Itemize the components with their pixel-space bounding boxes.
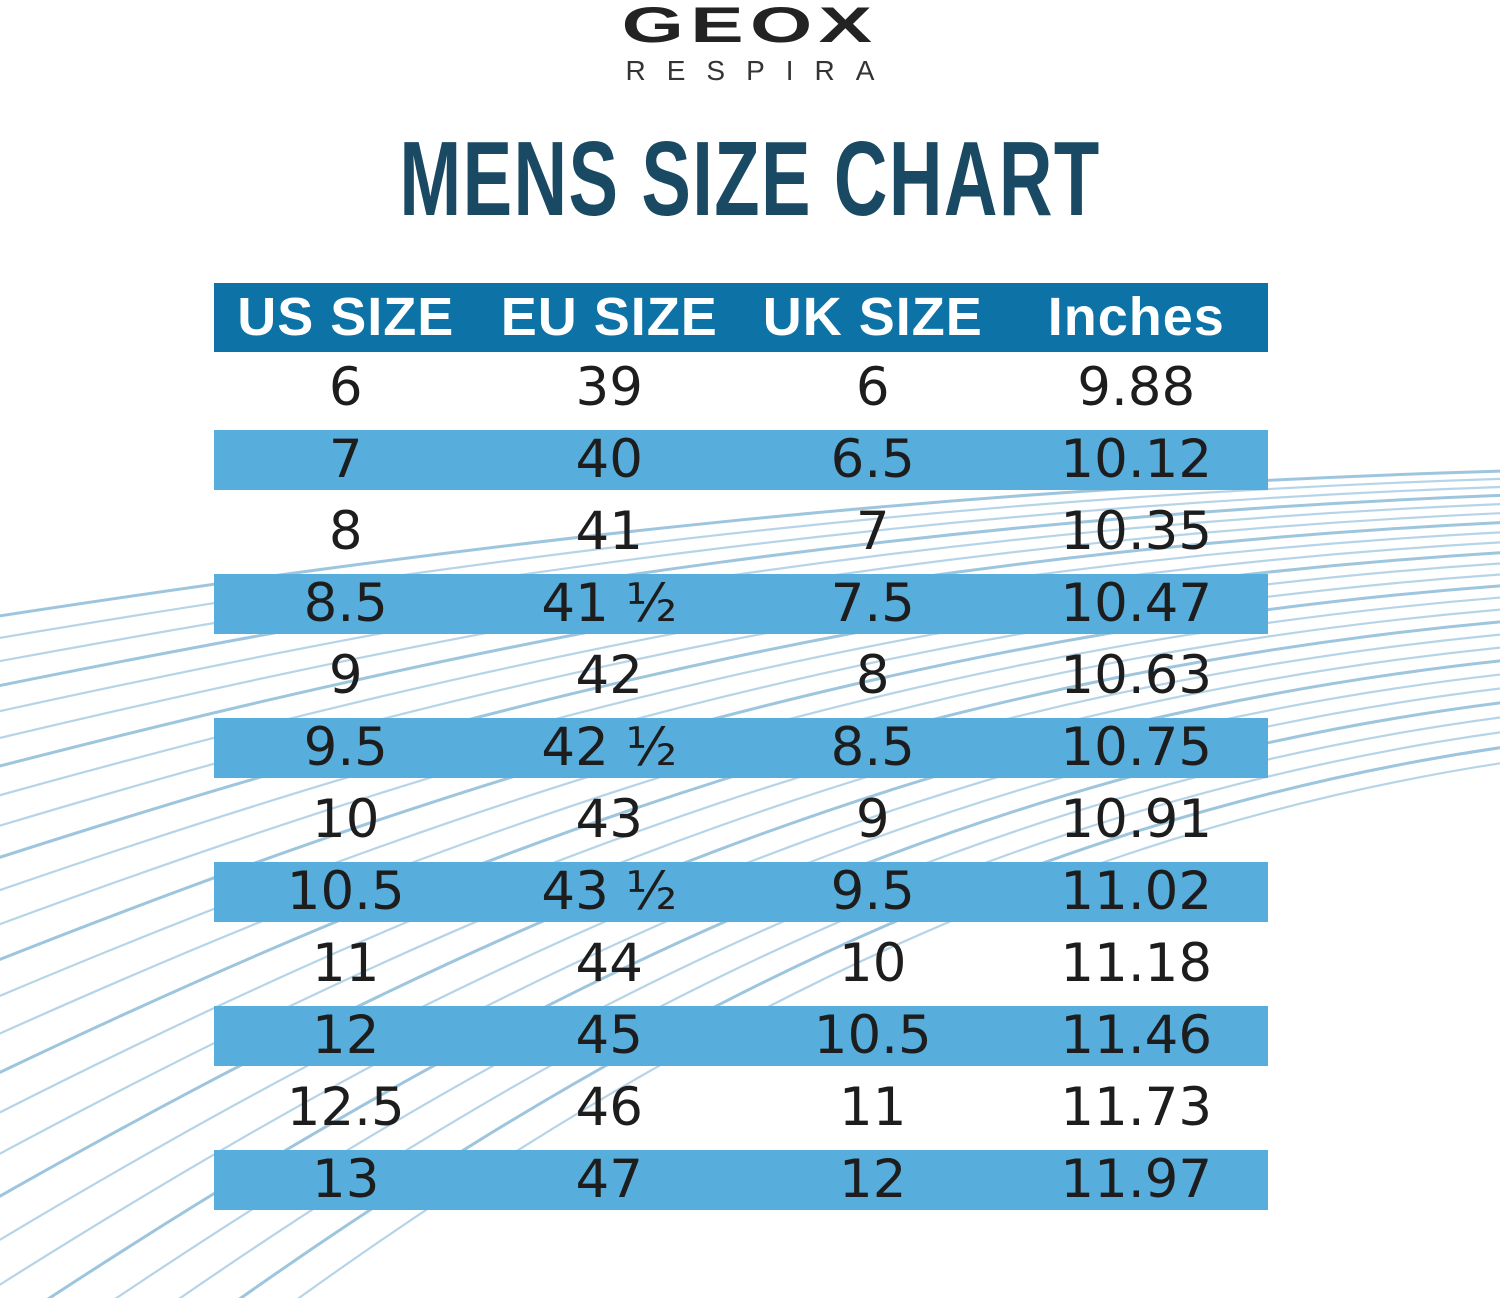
table-cell: 11 xyxy=(839,1077,907,1138)
table-row: 9.5 42 ½ 8.5 10.75 xyxy=(214,712,1268,784)
table-cell: 45 xyxy=(575,1005,643,1066)
table-cell: 8.5 xyxy=(830,717,915,778)
brand-name: GEOX xyxy=(621,0,879,53)
table-cell: 10.5 xyxy=(813,1005,932,1066)
table-row: 10 43 9 10.91 xyxy=(214,784,1268,856)
table-cell: 10 xyxy=(312,789,380,850)
table-cell: 6.5 xyxy=(830,429,915,490)
table-row: 10.5 43 ½ 9.5 11.02 xyxy=(214,856,1268,928)
table-row: 11 44 10 11.18 xyxy=(214,928,1268,1000)
table-cell: 11.46 xyxy=(1060,1005,1213,1066)
table-cell: 8 xyxy=(855,645,890,706)
table-row: 12.5 46 11 11.73 xyxy=(214,1072,1268,1144)
brand-logo: GEOX RESPIRA xyxy=(0,0,1500,85)
table-cell: 43 xyxy=(575,789,643,850)
table-row: 9 42 8 10.63 xyxy=(214,640,1268,712)
table-cell: 42 ½ xyxy=(541,717,678,778)
table-cell: 9.88 xyxy=(1077,357,1196,418)
header-cell-inches: Inches xyxy=(1047,287,1225,347)
header-cell-eu-size: EU SIZE xyxy=(500,287,718,347)
table-cell: 11 xyxy=(312,933,380,994)
table-row: 12 45 10.5 11.46 xyxy=(214,1000,1268,1072)
table-cell: 11.18 xyxy=(1060,933,1213,994)
header-cell-uk-size: UK SIZE xyxy=(762,287,983,347)
table-cell: 41 ½ xyxy=(541,573,678,634)
table-cell: 10.63 xyxy=(1060,645,1213,706)
table-cell: 39 xyxy=(575,357,643,418)
table-cell: 10.47 xyxy=(1060,573,1213,634)
brand-subtitle: RESPIRA xyxy=(625,55,896,86)
table-row: 8 41 7 10.35 xyxy=(214,496,1268,568)
table-cell: 12 xyxy=(839,1149,907,1210)
table-cell: 8 xyxy=(328,501,363,562)
table-cell: 43 ½ xyxy=(541,861,678,922)
table-cell: 40 xyxy=(575,429,643,490)
table-cell: 6 xyxy=(328,357,363,418)
table-cell: 12.5 xyxy=(286,1077,405,1138)
table-cell: 10.5 xyxy=(286,861,405,922)
table-cell: 10.91 xyxy=(1060,789,1213,850)
table-cell: 9.5 xyxy=(830,861,915,922)
table-cell: 44 xyxy=(575,933,643,994)
header-cell-us-size: US SIZE xyxy=(237,287,455,347)
page-title: MENS SIZE CHART xyxy=(399,120,1101,238)
table-cell: 8.5 xyxy=(303,573,388,634)
table-cell: 9 xyxy=(855,789,890,850)
table-cell: 46 xyxy=(575,1077,643,1138)
table-cell: 42 xyxy=(575,645,643,706)
table-row: 8.5 41 ½ 7.5 10.47 xyxy=(214,568,1268,640)
table-cell: 10.35 xyxy=(1060,501,1213,562)
table-cell: 13 xyxy=(312,1149,380,1210)
table-row: 7 40 6.5 10.12 xyxy=(214,424,1268,496)
table-cell: 10 xyxy=(839,933,907,994)
table-cell: 11.73 xyxy=(1060,1077,1213,1138)
table-cell: 7.5 xyxy=(830,573,915,634)
table-cell: 9 xyxy=(328,645,363,706)
table-cell: 47 xyxy=(575,1149,643,1210)
table-cell: 12 xyxy=(312,1005,380,1066)
table-cell: 11.97 xyxy=(1060,1149,1213,1210)
table-cell: 7 xyxy=(855,501,890,562)
table-cell: 10.75 xyxy=(1060,717,1213,778)
table-header-row: US SIZE EU SIZE UK SIZE Inches xyxy=(214,283,1268,352)
table-cell: 6 xyxy=(855,357,890,418)
table-row: 6 39 6 9.88 xyxy=(214,352,1268,424)
table-cell: 9.5 xyxy=(303,717,388,778)
size-table: US SIZE EU SIZE UK SIZE Inches 6 39 6 9.88 … xyxy=(214,283,1268,1216)
table-cell: 41 xyxy=(575,501,643,562)
table-cell: 11.02 xyxy=(1060,861,1213,922)
table-row: 13 47 12 11.97 xyxy=(214,1144,1268,1216)
table-cell: 7 xyxy=(328,429,363,490)
table-cell: 10.12 xyxy=(1060,429,1213,490)
